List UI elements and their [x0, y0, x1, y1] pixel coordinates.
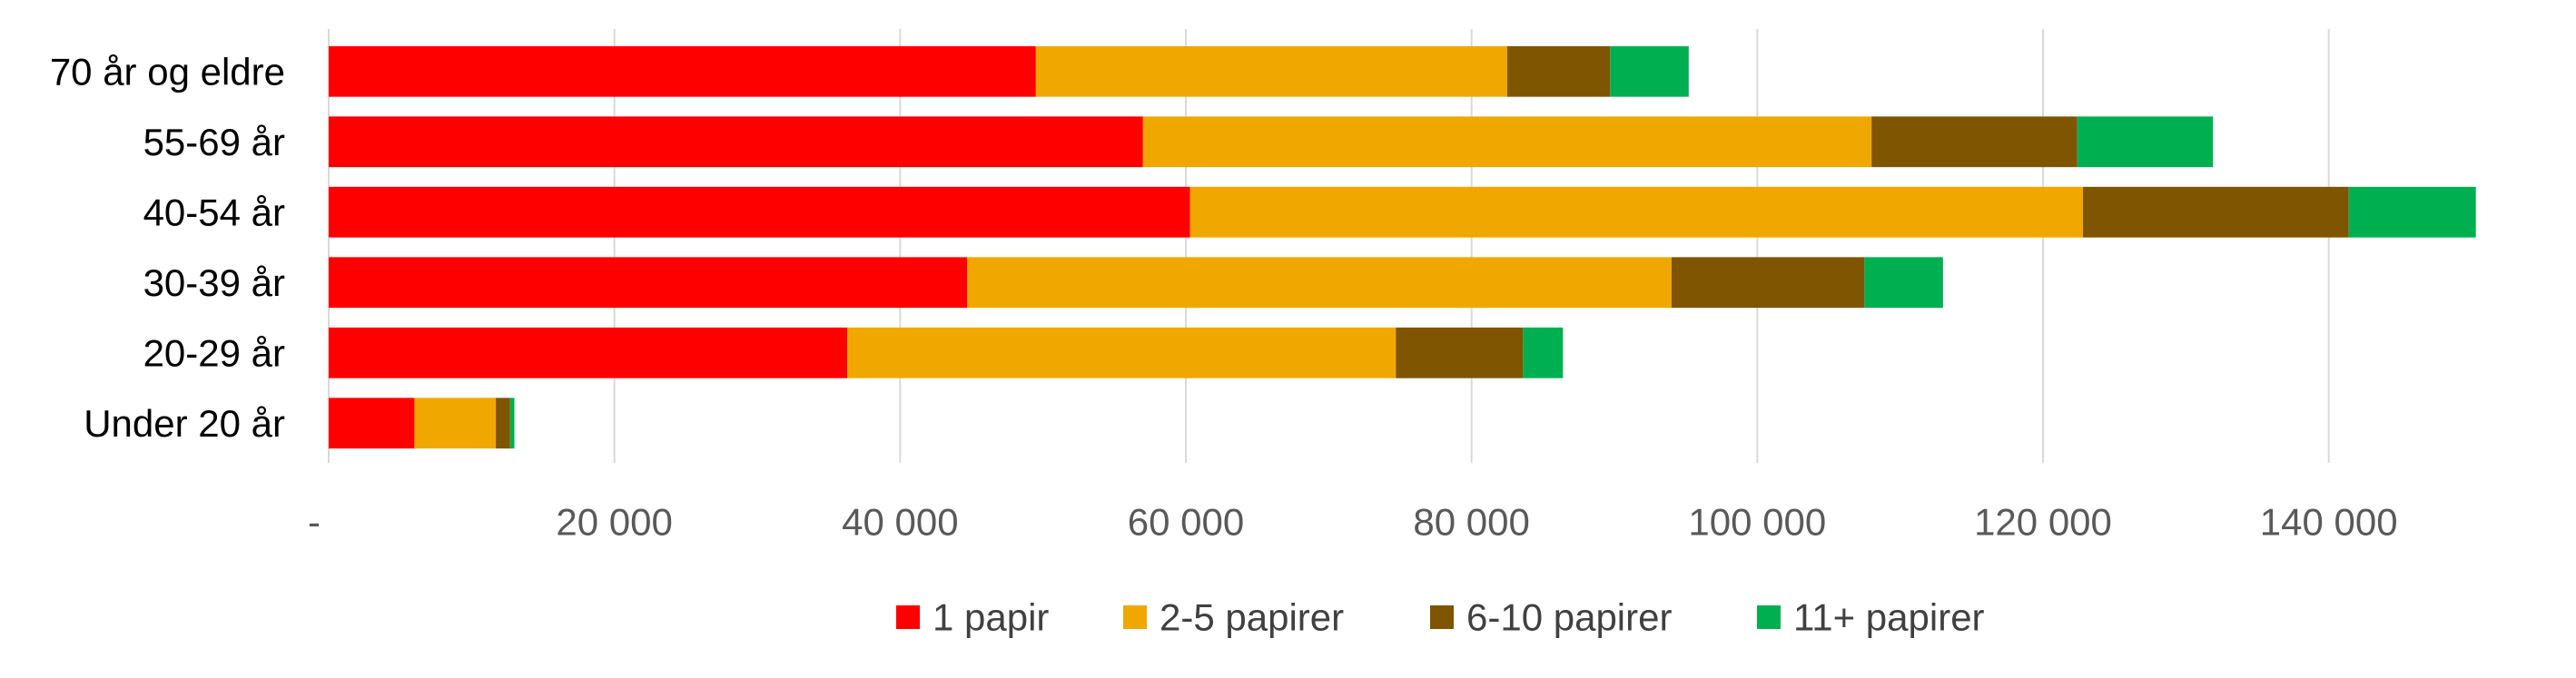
bar-segment — [1871, 116, 2078, 168]
bar-segment — [414, 398, 497, 449]
x-tick-label: 60 000 — [1128, 501, 1244, 544]
gridlines — [328, 29, 2330, 463]
x-tick-label: 140 000 — [2260, 501, 2398, 544]
bar-segment — [329, 398, 415, 449]
bar-segment — [1507, 45, 1611, 97]
legend-label: 2-5 papirer — [1160, 596, 1344, 639]
legend-swatch — [1430, 605, 1454, 629]
category-label: 20-29 år — [143, 331, 285, 374]
bar-segment — [329, 186, 1190, 238]
bar-segment — [509, 398, 515, 449]
x-tick-label: 40 000 — [842, 501, 958, 544]
bar-segment — [329, 257, 968, 309]
legend-label: 11+ papirer — [1793, 596, 1985, 639]
bar-segment — [2083, 186, 2349, 238]
bar-segment — [967, 257, 1672, 309]
bar-segment — [1671, 257, 1865, 309]
x-tick-label: 100 000 — [1688, 501, 1826, 544]
bar-segment — [1142, 116, 1872, 168]
bar-segment — [2348, 186, 2476, 238]
x-tick-label: - — [308, 501, 321, 544]
category-label: Under 20 år — [84, 402, 285, 445]
bars — [329, 45, 2476, 449]
bar-segment — [1610, 45, 1689, 97]
x-axis-tick-labels: - 20 000 40 000 60 000 80 000 100 000 120 000 1… — [308, 501, 2398, 544]
x-tick-label: 80 000 — [1413, 501, 1529, 544]
category-label: 70 år og eldre — [50, 50, 285, 93]
bar-segment — [1189, 186, 2084, 238]
category-label: 40-54 år — [143, 191, 285, 233]
category-label: 30-39 år — [143, 261, 285, 304]
legend-label: 1 papir — [933, 596, 1049, 639]
category-labels: 70 år og eldre 55-69 år 40-54 år 30-39 år 20… — [50, 50, 285, 445]
bar-segment — [329, 116, 1143, 168]
bar-segment — [1523, 327, 1564, 378]
bar-segment — [1396, 327, 1524, 378]
x-tick-label: 120 000 — [1974, 501, 2112, 544]
bar-segment — [329, 45, 1036, 97]
legend-swatch — [1123, 605, 1147, 629]
legend-swatch — [1757, 605, 1781, 629]
x-tick-label: 20 000 — [556, 501, 672, 544]
bar-segment — [329, 327, 848, 378]
legend-swatch — [896, 605, 920, 629]
bar-segment — [1864, 257, 1943, 309]
bar-segment — [847, 327, 1397, 378]
bar-segment — [496, 398, 510, 449]
legend: 1 papir 2-5 papirer 6-10 papirer 11+ papire… — [896, 596, 1985, 639]
category-label: 55-69 år — [143, 121, 285, 163]
bar-segment — [2077, 116, 2214, 168]
bar-segment — [1035, 45, 1507, 97]
legend-label: 6-10 papirer — [1466, 596, 1672, 639]
